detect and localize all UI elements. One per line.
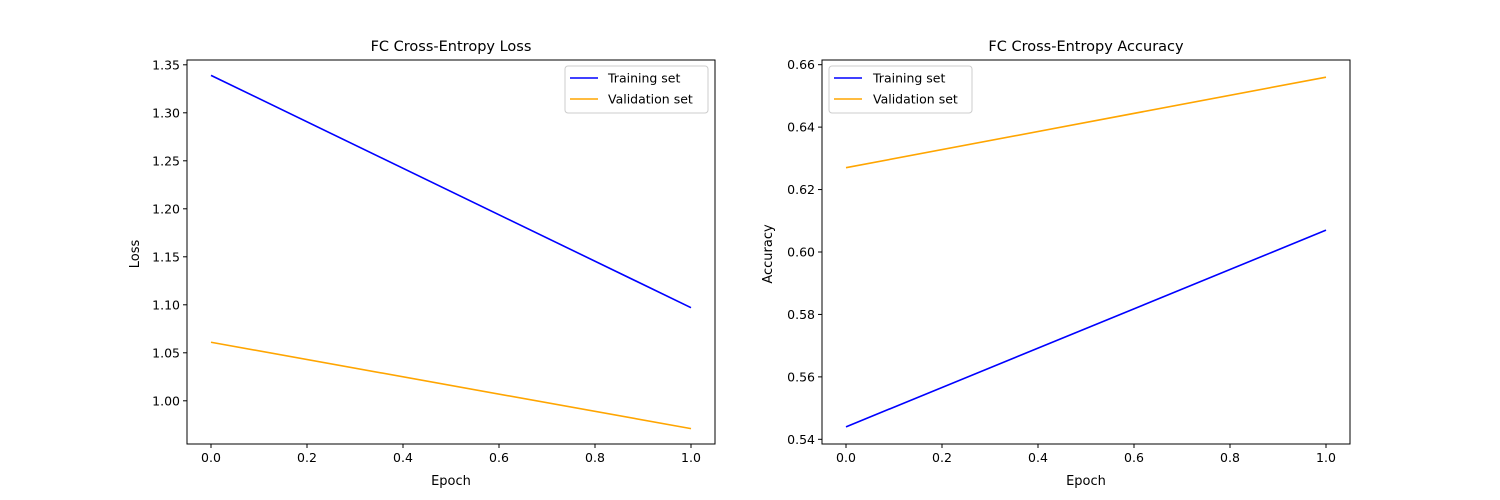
accuracy-chart-title: FC Cross-Entropy Accuracy <box>988 39 1184 55</box>
loss-plot-area <box>186 59 716 445</box>
loss-chart-title: FC Cross-Entropy Loss <box>371 39 532 55</box>
loss-legend-label-validation: Validation set <box>608 92 693 107</box>
loss-y-tick-label: 1.35 <box>152 57 180 72</box>
loss-x-axis-label: Epoch <box>431 474 471 489</box>
loss-legend-label-training: Training set <box>607 71 680 86</box>
loss-legend: Training set Validation set <box>564 65 709 114</box>
loss-chart: FC Cross-Entropy Loss 0.0 0.2 0.4 0.6 0.8 1.0… <box>128 39 716 489</box>
accuracy-y-axis-label: Accuracy <box>761 224 776 284</box>
accuracy-x-tick-label: 0.0 <box>836 450 856 465</box>
loss-legend-frame <box>564 65 709 114</box>
accuracy-y-tick-label: 0.64 <box>787 120 815 135</box>
loss-y-tick-label: 1.05 <box>152 345 180 360</box>
loss-y-tick-label: 1.15 <box>152 249 180 264</box>
loss-x-tick-label: 0.8 <box>585 450 605 465</box>
loss-y-tick-label: 1.25 <box>152 153 180 168</box>
loss-y-ticks: 1.00 1.05 1.10 1.15 1.20 1.25 1.30 1.35 <box>152 57 187 408</box>
accuracy-legend: Training set Validation set <box>828 65 973 114</box>
loss-x-tick-label: 1.0 <box>681 450 701 465</box>
accuracy-legend-label-training: Training set <box>872 71 945 86</box>
loss-y-tick-label: 1.30 <box>152 105 180 120</box>
accuracy-y-tick-label: 0.62 <box>787 182 815 197</box>
loss-x-tick-label: 0.2 <box>297 450 317 465</box>
loss-y-tick-label: 1.00 <box>152 393 180 408</box>
loss-y-tick-label: 1.10 <box>152 297 180 312</box>
loss-y-axis-label: Loss <box>128 240 143 269</box>
accuracy-y-tick-label: 0.54 <box>787 432 815 447</box>
accuracy-legend-label-validation: Validation set <box>873 92 958 107</box>
accuracy-y-tick-label: 0.66 <box>787 57 815 72</box>
loss-series-validation-line <box>210 341 692 430</box>
accuracy-x-tick-label: 0.4 <box>1028 450 1048 465</box>
accuracy-x-axis-label: Epoch <box>1066 474 1106 489</box>
accuracy-y-tick-label: 0.56 <box>787 369 815 384</box>
accuracy-x-tick-label: 1.0 <box>1316 450 1336 465</box>
accuracy-x-tick-label: 0.6 <box>1124 450 1144 465</box>
loss-x-tick-label: 0.0 <box>201 450 221 465</box>
loss-series-training-line <box>210 74 692 309</box>
loss-x-tick-label: 0.4 <box>393 450 413 465</box>
accuracy-series-validation-line <box>845 76 1327 169</box>
accuracy-series-training-line <box>845 229 1327 428</box>
accuracy-legend-frame <box>828 65 973 114</box>
loss-x-ticks: 0.0 0.2 0.4 0.6 0.8 1.0 <box>201 444 701 465</box>
loss-series-layer <box>210 74 692 430</box>
accuracy-x-ticks: 0.0 0.2 0.4 0.6 0.8 1.0 <box>836 444 1336 465</box>
loss-x-tick-label: 0.6 <box>489 450 509 465</box>
accuracy-x-tick-label: 0.2 <box>932 450 952 465</box>
accuracy-chart: FC Cross-Entropy Accuracy 0.0 0.2 0.4 0.6 0.… <box>761 39 1351 489</box>
accuracy-y-tick-label: 0.58 <box>787 307 815 322</box>
accuracy-y-ticks: 0.54 0.56 0.58 0.60 0.62 0.64 0.66 <box>787 57 822 447</box>
accuracy-series-layer <box>845 76 1327 428</box>
accuracy-y-tick-label: 0.60 <box>787 245 815 260</box>
accuracy-x-tick-label: 0.8 <box>1220 450 1240 465</box>
loss-y-tick-label: 1.20 <box>152 201 180 216</box>
